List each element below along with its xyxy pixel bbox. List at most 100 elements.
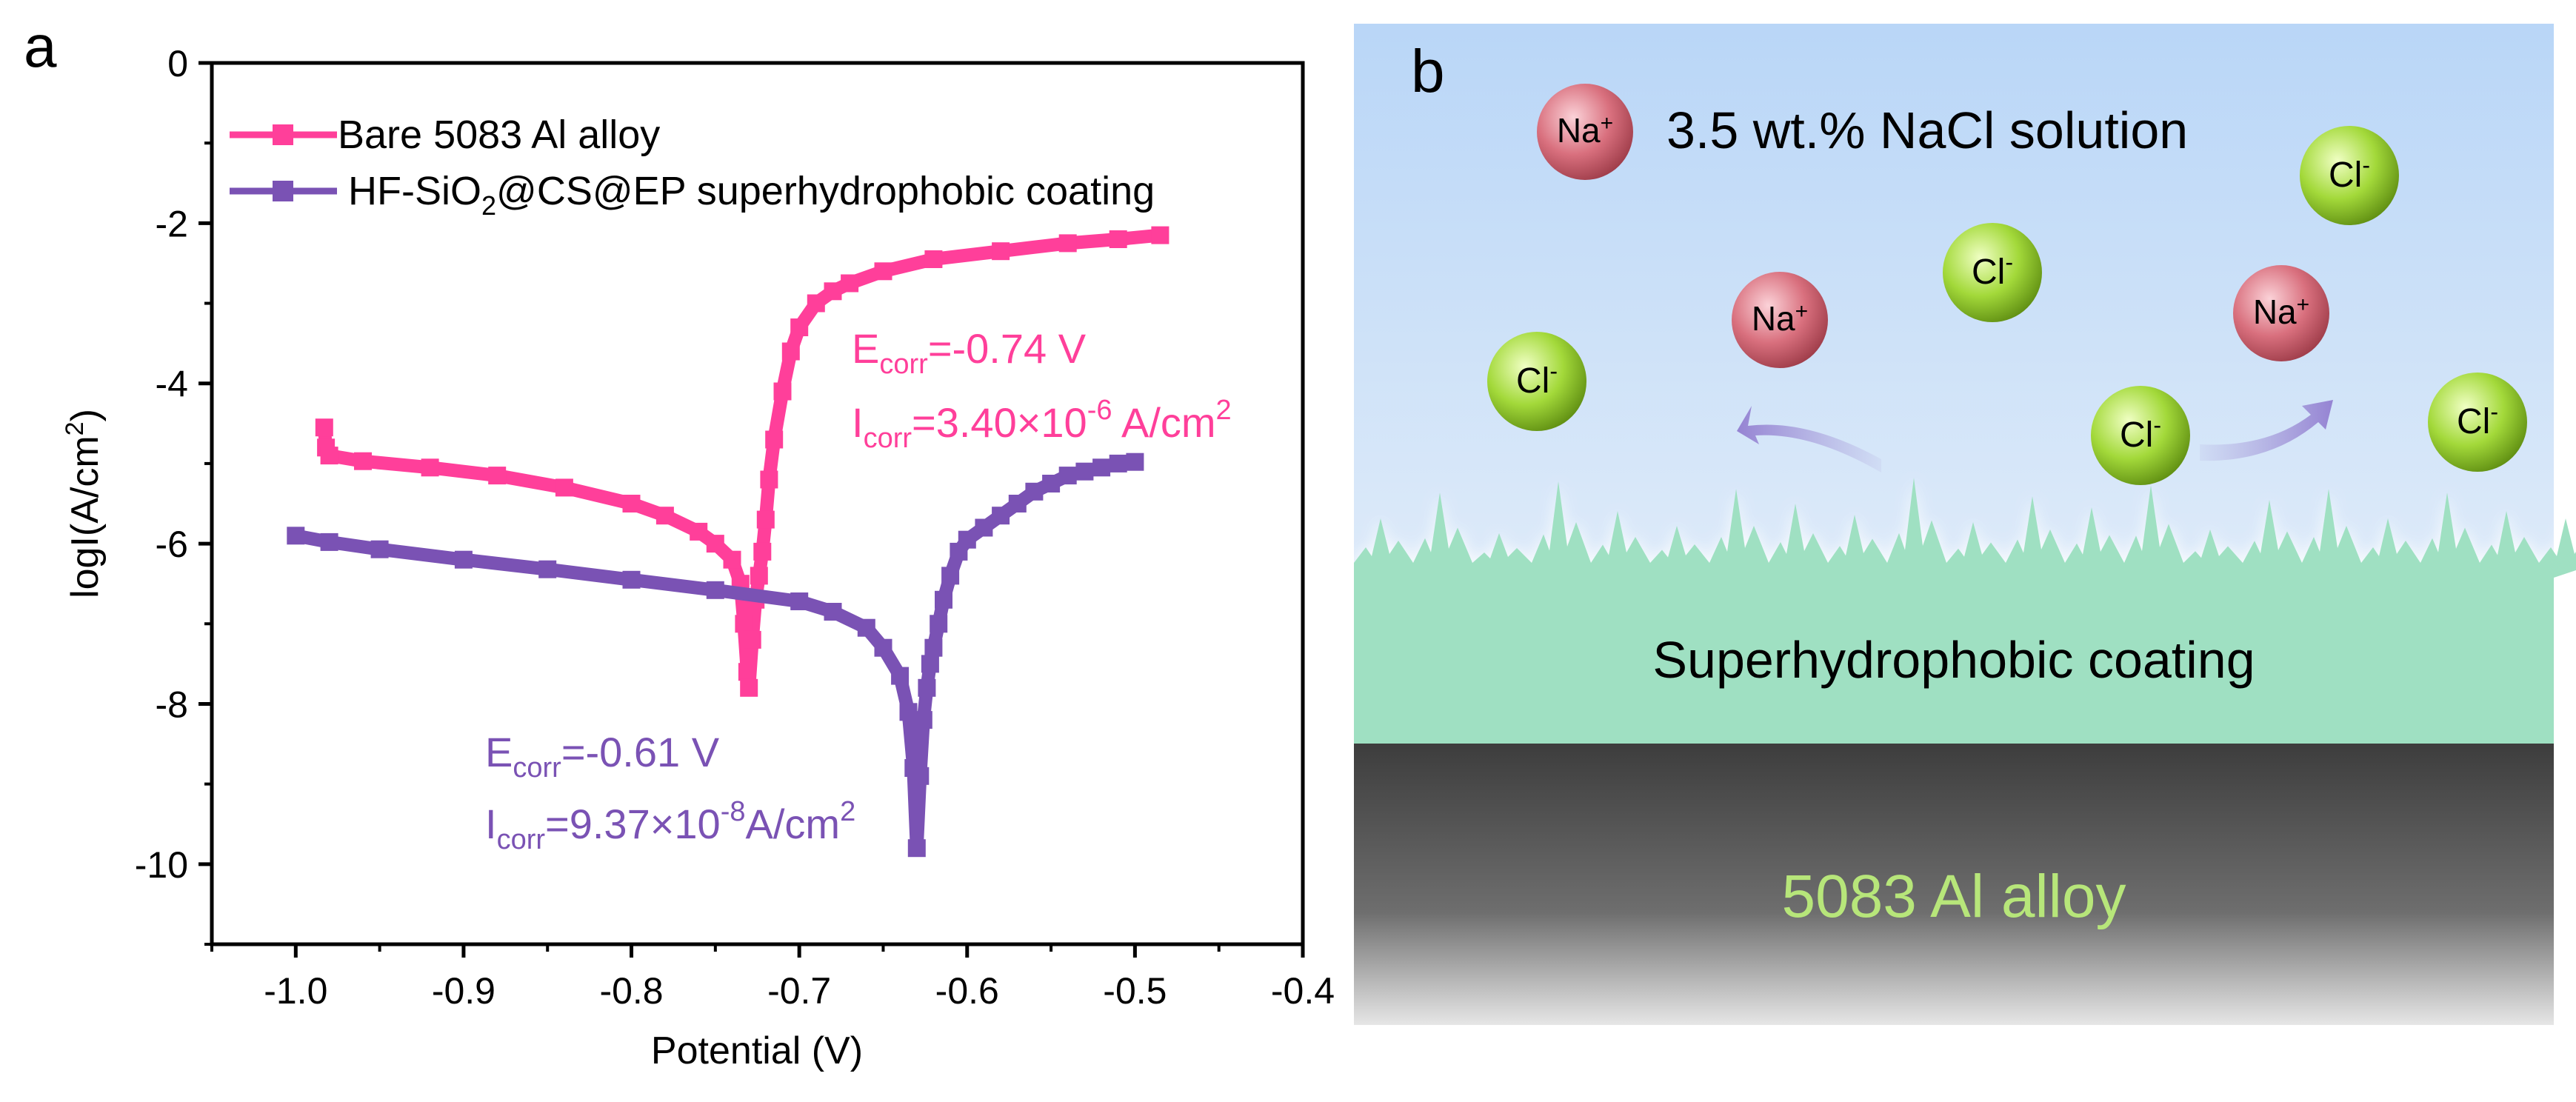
coating-layer xyxy=(1354,478,2576,749)
ion-na-1: Na+ xyxy=(1537,84,1633,180)
data-point xyxy=(690,522,708,541)
data-point xyxy=(907,839,926,858)
data-point xyxy=(1075,462,1094,481)
x-tick-label: -0.7 xyxy=(767,970,831,1012)
legend-marker-bare xyxy=(273,124,293,145)
data-point xyxy=(753,542,772,561)
ion-cl-2: Cl- xyxy=(1943,223,2042,322)
x-tick-label: -0.6 xyxy=(935,970,999,1012)
annotation-bare-icorr: Icorr=3.40×10-6 A/cm2 xyxy=(852,395,1232,454)
sodium-ion-sphere xyxy=(1537,84,1633,180)
data-point xyxy=(760,470,778,489)
x-tick-label: -1.0 xyxy=(264,970,327,1012)
data-point xyxy=(765,430,784,449)
data-point xyxy=(992,507,1010,525)
data-point xyxy=(723,550,741,569)
ion-cl-5: Cl- xyxy=(2428,373,2527,472)
legend-label-bare: Bare 5083 Al alloy xyxy=(338,113,660,157)
data-point xyxy=(1092,458,1111,477)
chloride-ion-symbol: Cl- xyxy=(1972,249,2013,292)
data-point xyxy=(975,518,993,537)
data-series xyxy=(287,226,1169,858)
annotation-coating: Ecorr=-0.61 V Icorr=9.37×10-8A/cm2 xyxy=(485,729,855,855)
data-point xyxy=(655,507,674,525)
data-point xyxy=(924,250,943,268)
substrate-label: 5083 Al alloy xyxy=(1781,863,2126,930)
chloride-ion-sphere xyxy=(2428,373,2527,472)
sodium-ion-sphere xyxy=(1732,272,1828,368)
y-tick-label: -8 xyxy=(156,684,188,725)
chloride-ion-sphere xyxy=(2300,126,2399,225)
data-point xyxy=(740,678,758,697)
data-point xyxy=(899,703,918,721)
data-point xyxy=(287,527,305,545)
deflect-arrow-left xyxy=(1737,406,1881,472)
data-point xyxy=(911,767,930,785)
annotation-coating-icorr: Icorr=9.37×10-8A/cm2 xyxy=(485,796,855,855)
x-tick-label: -0.8 xyxy=(599,970,663,1012)
data-point xyxy=(874,262,892,281)
legend-label-coating: HF-SiO2@CS@EP superhydrophobic coating xyxy=(348,169,1155,221)
data-point xyxy=(320,447,338,465)
panel-a: a -1.0 -0.9 -0.8 -0.7 -0.6 -0.5 -0.40-2-4-6-8-… xyxy=(24,13,1335,1072)
sodium-ion-symbol: Na+ xyxy=(1557,111,1613,150)
data-point xyxy=(354,452,372,470)
y-tick-label: -2 xyxy=(156,203,188,244)
data-point xyxy=(874,638,892,657)
data-point xyxy=(790,592,809,610)
chloride-ion-symbol: Cl- xyxy=(2457,398,2498,441)
panel-a-label: a xyxy=(24,13,57,79)
data-point xyxy=(735,615,753,633)
data-point xyxy=(914,711,932,729)
data-point xyxy=(750,567,768,585)
data-point xyxy=(315,418,333,437)
data-point xyxy=(807,294,825,313)
annotation-bare: Ecorr=-0.74 V Icorr=3.40×10-6 A/cm2 xyxy=(852,325,1232,454)
data-point xyxy=(1109,454,1127,472)
y-tick-label: 0 xyxy=(167,43,188,84)
chloride-ion-symbol: Cl- xyxy=(1516,358,1558,401)
ion-na-3: Na+ xyxy=(2233,265,2329,361)
legend: Bare 5083 Al alloy HF-SiO2@CS@EP superhy… xyxy=(230,113,1155,221)
data-point xyxy=(706,581,724,599)
data-point xyxy=(824,282,842,301)
y-tick-label: -6 xyxy=(156,524,188,565)
data-point xyxy=(924,638,943,657)
data-point xyxy=(891,667,910,685)
data-point xyxy=(1042,475,1061,492)
sodium-ion-symbol: Na+ xyxy=(2253,293,2309,331)
data-point xyxy=(824,603,842,621)
plot-frame xyxy=(210,61,1305,946)
substrate-region xyxy=(1354,744,2554,1025)
legend-marker-coating xyxy=(273,181,293,201)
chloride-ion-sphere xyxy=(1943,223,2042,322)
ion-cl-4: Cl- xyxy=(2091,386,2190,485)
axis-ticks: -1.0 -0.9 -0.8 -0.7 -0.6 -0.5 -0.4 0 -2 -4 -6 -8 -10 xyxy=(135,43,1335,1012)
data-point xyxy=(421,458,439,477)
data-point xyxy=(555,478,573,497)
chloride-ion-symbol: Cl- xyxy=(2120,412,2161,455)
annotation-coating-ecorr: Ecorr=-0.61 V xyxy=(485,729,720,784)
data-point xyxy=(941,567,960,585)
sodium-ion-symbol: Na+ xyxy=(1752,299,1808,338)
solution-label: 3.5 wt.% NaCl solution xyxy=(1666,101,2188,159)
data-point xyxy=(992,242,1010,261)
sodium-ion-sphere xyxy=(2233,265,2329,361)
data-point xyxy=(1058,467,1077,485)
data-point xyxy=(857,618,875,637)
ion-cl-1: Cl- xyxy=(2300,126,2399,225)
data-point xyxy=(841,274,859,293)
data-point xyxy=(918,678,936,697)
data-point xyxy=(756,510,775,529)
data-point xyxy=(1151,226,1169,244)
coating-spikes xyxy=(1354,478,2576,578)
data-point xyxy=(743,630,761,649)
coating-label: Superhydrophobic coating xyxy=(1652,631,2255,689)
data-point xyxy=(790,318,809,336)
x-tick-label: -0.9 xyxy=(432,970,495,1012)
data-point xyxy=(622,570,641,589)
annotation-bare-ecorr: Ecorr=-0.74 V xyxy=(852,325,1087,380)
deflect-arrow-right xyxy=(2200,400,2333,461)
x-axis-title: Potential (V) xyxy=(651,1029,863,1072)
